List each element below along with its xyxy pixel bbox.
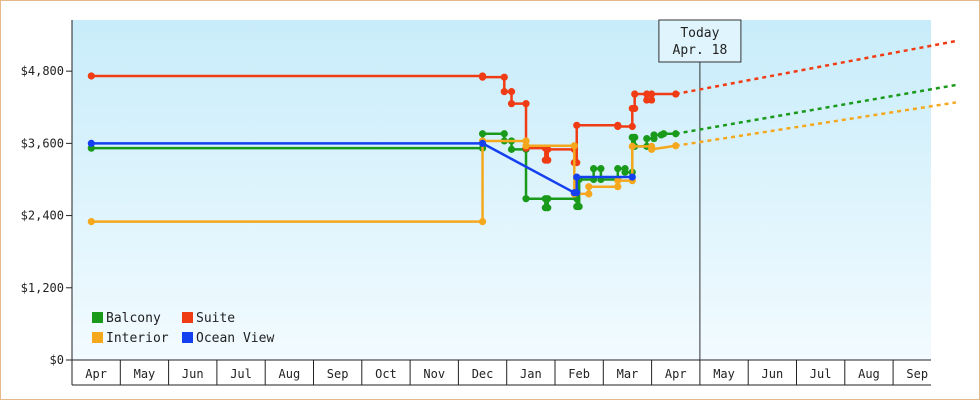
x-tick-label: Sep <box>906 367 928 381</box>
data-point-balcony <box>544 195 552 203</box>
x-tick-label: Jan <box>520 367 542 381</box>
data-point-balcony <box>631 133 639 141</box>
legend-swatch-balcony <box>92 312 103 323</box>
data-point-interior <box>585 183 593 191</box>
y-tick-label: $1,200 <box>21 281 64 295</box>
data-point-interior <box>648 145 656 153</box>
data-point-balcony <box>643 134 651 143</box>
data-point-suite <box>648 90 656 98</box>
x-tick-label: Oct <box>375 367 397 381</box>
x-tick-label: Feb <box>568 367 590 381</box>
data-point-balcony <box>590 165 598 173</box>
x-tick-label: Dec <box>472 367 494 381</box>
legend-swatch-interior <box>92 332 103 343</box>
data-point-balcony <box>478 130 487 138</box>
data-point-interior <box>672 142 680 150</box>
data-point-interior <box>614 177 622 185</box>
data-point-ocean-view <box>573 173 581 181</box>
data-point-interior <box>522 142 530 150</box>
data-point-balcony <box>544 204 552 212</box>
data-point-balcony <box>660 130 668 138</box>
legend-swatch-ocean-view <box>182 332 193 343</box>
data-point-interior <box>585 190 593 198</box>
x-tick-label: May <box>713 367 735 381</box>
data-point-balcony <box>650 131 658 139</box>
data-point-balcony <box>575 202 583 211</box>
data-point-ocean-view <box>573 189 581 197</box>
legend-label-ocean-view: Ocean View <box>196 331 274 346</box>
data-point-suite <box>573 121 581 129</box>
legend-swatch-suite <box>182 312 193 323</box>
x-tick-label: Sep <box>327 367 349 381</box>
x-tick-label: Mar <box>617 367 639 381</box>
data-point-ocean-view <box>628 173 636 181</box>
x-tick-label: Jul <box>230 367 252 381</box>
today-label-box <box>658 19 742 63</box>
x-tick-label: Jun <box>762 367 784 381</box>
data-point-suite <box>544 156 552 164</box>
data-point-ocean-view <box>87 139 95 147</box>
data-point-suite <box>544 145 552 153</box>
data-point-balcony <box>672 130 680 138</box>
data-point-suite <box>507 100 516 108</box>
x-tick-label: Apr <box>665 367 687 381</box>
data-point-balcony <box>500 130 508 138</box>
data-point-suite <box>631 90 639 98</box>
legend-label-interior: Interior <box>106 331 169 346</box>
x-tick-label: Jul <box>810 367 832 381</box>
today-label-line1: Today <box>680 26 719 41</box>
data-point-suite <box>522 100 530 108</box>
data-point-balcony <box>522 195 530 203</box>
x-tick-label: Jun <box>182 367 204 381</box>
data-point-balcony <box>507 145 516 153</box>
data-point-suite <box>500 73 508 81</box>
data-point-suite <box>500 88 508 96</box>
legend-label-suite: Suite <box>196 311 235 326</box>
x-tick-label: May <box>134 367 156 381</box>
data-point-suite <box>628 122 636 131</box>
data-point-suite <box>672 90 680 98</box>
data-point-ocean-view <box>478 139 487 147</box>
data-point-interior <box>614 183 622 191</box>
data-point-suite <box>507 88 516 96</box>
data-point-interior <box>478 217 487 226</box>
y-tick-label: $0 <box>50 353 64 367</box>
today-label-line2: Apr. 18 <box>673 43 728 58</box>
data-point-interior <box>87 217 95 226</box>
data-point-suite <box>631 104 639 113</box>
data-point-balcony <box>621 168 629 176</box>
data-point-balcony <box>614 165 622 173</box>
x-tick-label: Apr <box>85 367 107 381</box>
x-tick-label: Aug <box>279 367 301 381</box>
data-point-interior <box>628 142 636 150</box>
x-tick-label: Nov <box>423 367 445 381</box>
data-point-interior <box>570 142 578 150</box>
data-point-suite <box>614 122 622 131</box>
data-point-suite <box>87 72 95 80</box>
data-point-balcony <box>597 165 605 173</box>
y-tick-label: $3,600 <box>21 136 64 150</box>
legend-label-balcony: Balcony <box>106 311 161 326</box>
x-tick-label: Aug <box>858 367 880 381</box>
y-tick-label: $4,800 <box>21 64 64 78</box>
data-point-suite <box>478 73 487 81</box>
y-tick-label: $2,400 <box>21 209 64 223</box>
series-line-interior <box>91 139 676 223</box>
data-point-suite <box>648 96 656 104</box>
